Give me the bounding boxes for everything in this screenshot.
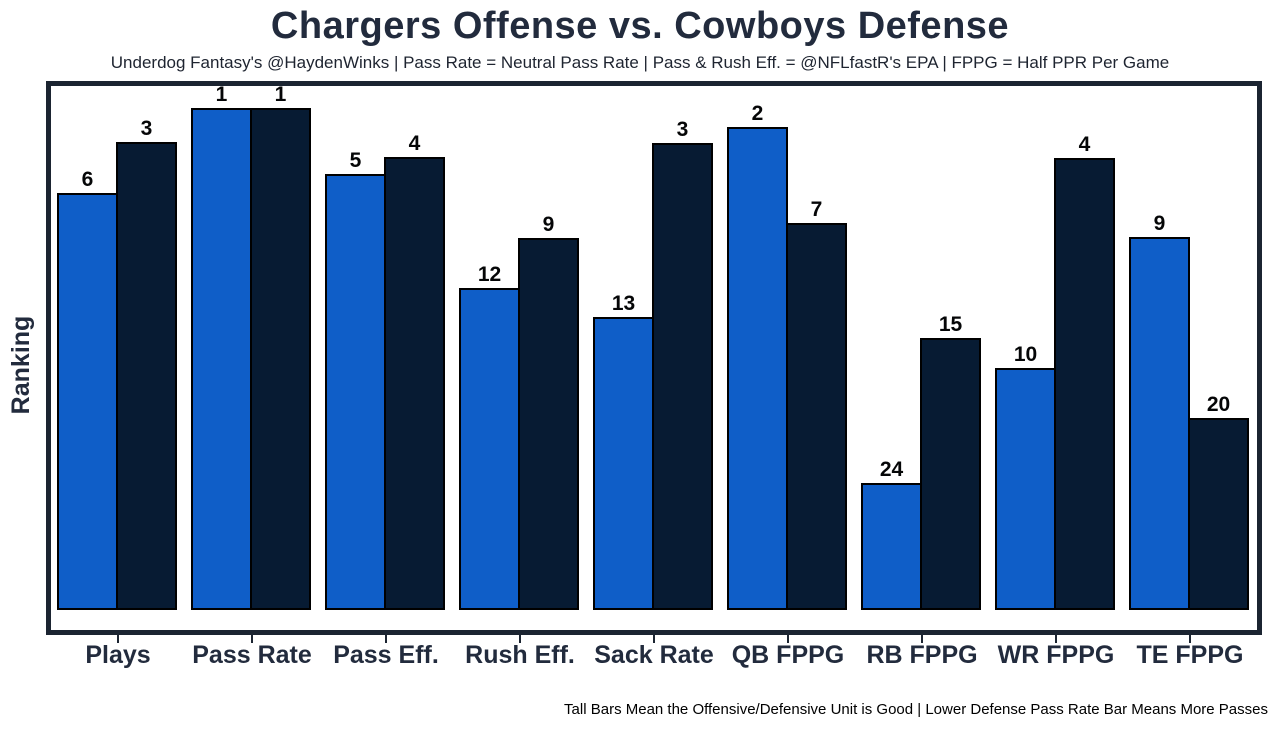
bar-column: 6 [57, 169, 118, 610]
bar-group-rush-eff: 12 9 [459, 214, 581, 610]
defense-bar [652, 143, 713, 610]
bar-rank-label: 10 [1013, 343, 1038, 366]
x-axis-label-pass-eff: Pass Eff. [333, 641, 439, 669]
bar-rank-label: 5 [349, 149, 362, 172]
x-axis-tick [787, 635, 789, 643]
bar-rank-label: 1 [215, 83, 228, 106]
x-axis-label-rb-fppg: RB FPPG [866, 641, 978, 669]
bar-rank-label: 1 [274, 83, 287, 106]
bar-group-rb-fppg: 24 15 [861, 314, 983, 610]
bar-column: 4 [384, 133, 445, 610]
bar-column: 20 [1188, 394, 1249, 610]
chart-footnote: Tall Bars Mean the Offensive/Defensive U… [564, 701, 1268, 718]
x-axis-tick [1055, 635, 1057, 643]
bar-chart-plot-area: 6 3 1 1 5 4 12 9 13 3 2 7 24 15 10 4 9 20 [51, 84, 1257, 630]
bar-rank-label: 4 [408, 132, 421, 155]
defense-bar [518, 238, 579, 610]
bar-rank-label: 6 [81, 168, 94, 191]
defense-bar [1054, 158, 1115, 610]
defense-bar [1188, 418, 1249, 610]
bar-group-sack-rate: 13 3 [593, 119, 715, 610]
bar-column: 7 [786, 199, 847, 610]
x-axis-label-te-fppg: TE FPPG [1136, 641, 1244, 669]
x-axis-tick [1189, 635, 1191, 643]
bar-rank-label: 3 [676, 118, 689, 141]
bar-rank-label: 3 [140, 117, 153, 140]
bar-rank-label: 12 [477, 263, 502, 286]
offense-bar [325, 174, 386, 610]
defense-bar [786, 223, 847, 610]
chart-title: Chargers Offense vs. Cowboys Defense [270, 5, 1010, 47]
bar-column: 3 [116, 118, 177, 610]
bar-column: 1 [250, 84, 311, 610]
defense-bar [116, 142, 177, 610]
defense-bar [384, 157, 445, 610]
bar-rank-label: 9 [1153, 212, 1166, 235]
x-axis-tick [519, 635, 521, 643]
offense-bar [1129, 237, 1190, 610]
bar-rank-label: 9 [542, 213, 555, 236]
x-axis-label-rush-eff: Rush Eff. [465, 641, 575, 669]
x-axis-tick [117, 635, 119, 643]
offense-bar [593, 317, 654, 610]
bar-rank-label: 13 [611, 292, 636, 315]
bar-group-te-fppg: 9 20 [1129, 213, 1251, 610]
bar-rank-label: 15 [938, 313, 963, 336]
defense-bar [250, 108, 311, 610]
bar-column: 24 [861, 459, 922, 610]
defense-bar [920, 338, 981, 610]
x-axis-tick [251, 635, 253, 643]
x-axis-label-sack-rate: Sack Rate [594, 641, 714, 669]
x-axis-label-wr-fppg: WR FPPG [997, 641, 1115, 669]
x-axis-label-pass-rate: Pass Rate [192, 641, 312, 669]
offense-bar [995, 368, 1056, 610]
bar-column: 10 [995, 344, 1056, 610]
bar-column: 9 [1129, 213, 1190, 610]
bar-column: 12 [459, 264, 520, 610]
x-axis-tick [385, 635, 387, 643]
x-axis-tick [921, 635, 923, 643]
bar-rank-label: 4 [1078, 133, 1091, 156]
bar-rank-label: 24 [879, 458, 904, 481]
bar-column: 4 [1054, 134, 1115, 610]
x-axis-label-plays: Plays [85, 641, 151, 669]
bar-column: 2 [727, 103, 788, 610]
bar-rank-label: 20 [1206, 393, 1231, 416]
offense-bar [191, 108, 252, 610]
offense-bar [861, 483, 922, 610]
x-axis-label-qb-fppg: QB FPPG [731, 641, 845, 669]
y-axis-label: Ranking [7, 315, 35, 415]
bar-column: 5 [325, 150, 386, 610]
bar-column: 9 [518, 214, 579, 610]
bar-rank-label: 7 [810, 198, 823, 221]
bar-rank-label: 2 [751, 102, 764, 125]
offense-bar [57, 193, 118, 610]
bar-column: 13 [593, 293, 654, 610]
chart-subtitle: Underdog Fantasy's @HaydenWinks | Pass R… [110, 53, 1170, 72]
bar-column: 1 [191, 84, 252, 610]
bar-group-wr-fppg: 10 4 [995, 134, 1117, 610]
bar-column: 3 [652, 119, 713, 610]
offense-bar [727, 127, 788, 610]
x-axis-tick [653, 635, 655, 643]
bar-column: 15 [920, 314, 981, 610]
offense-bar [459, 288, 520, 610]
